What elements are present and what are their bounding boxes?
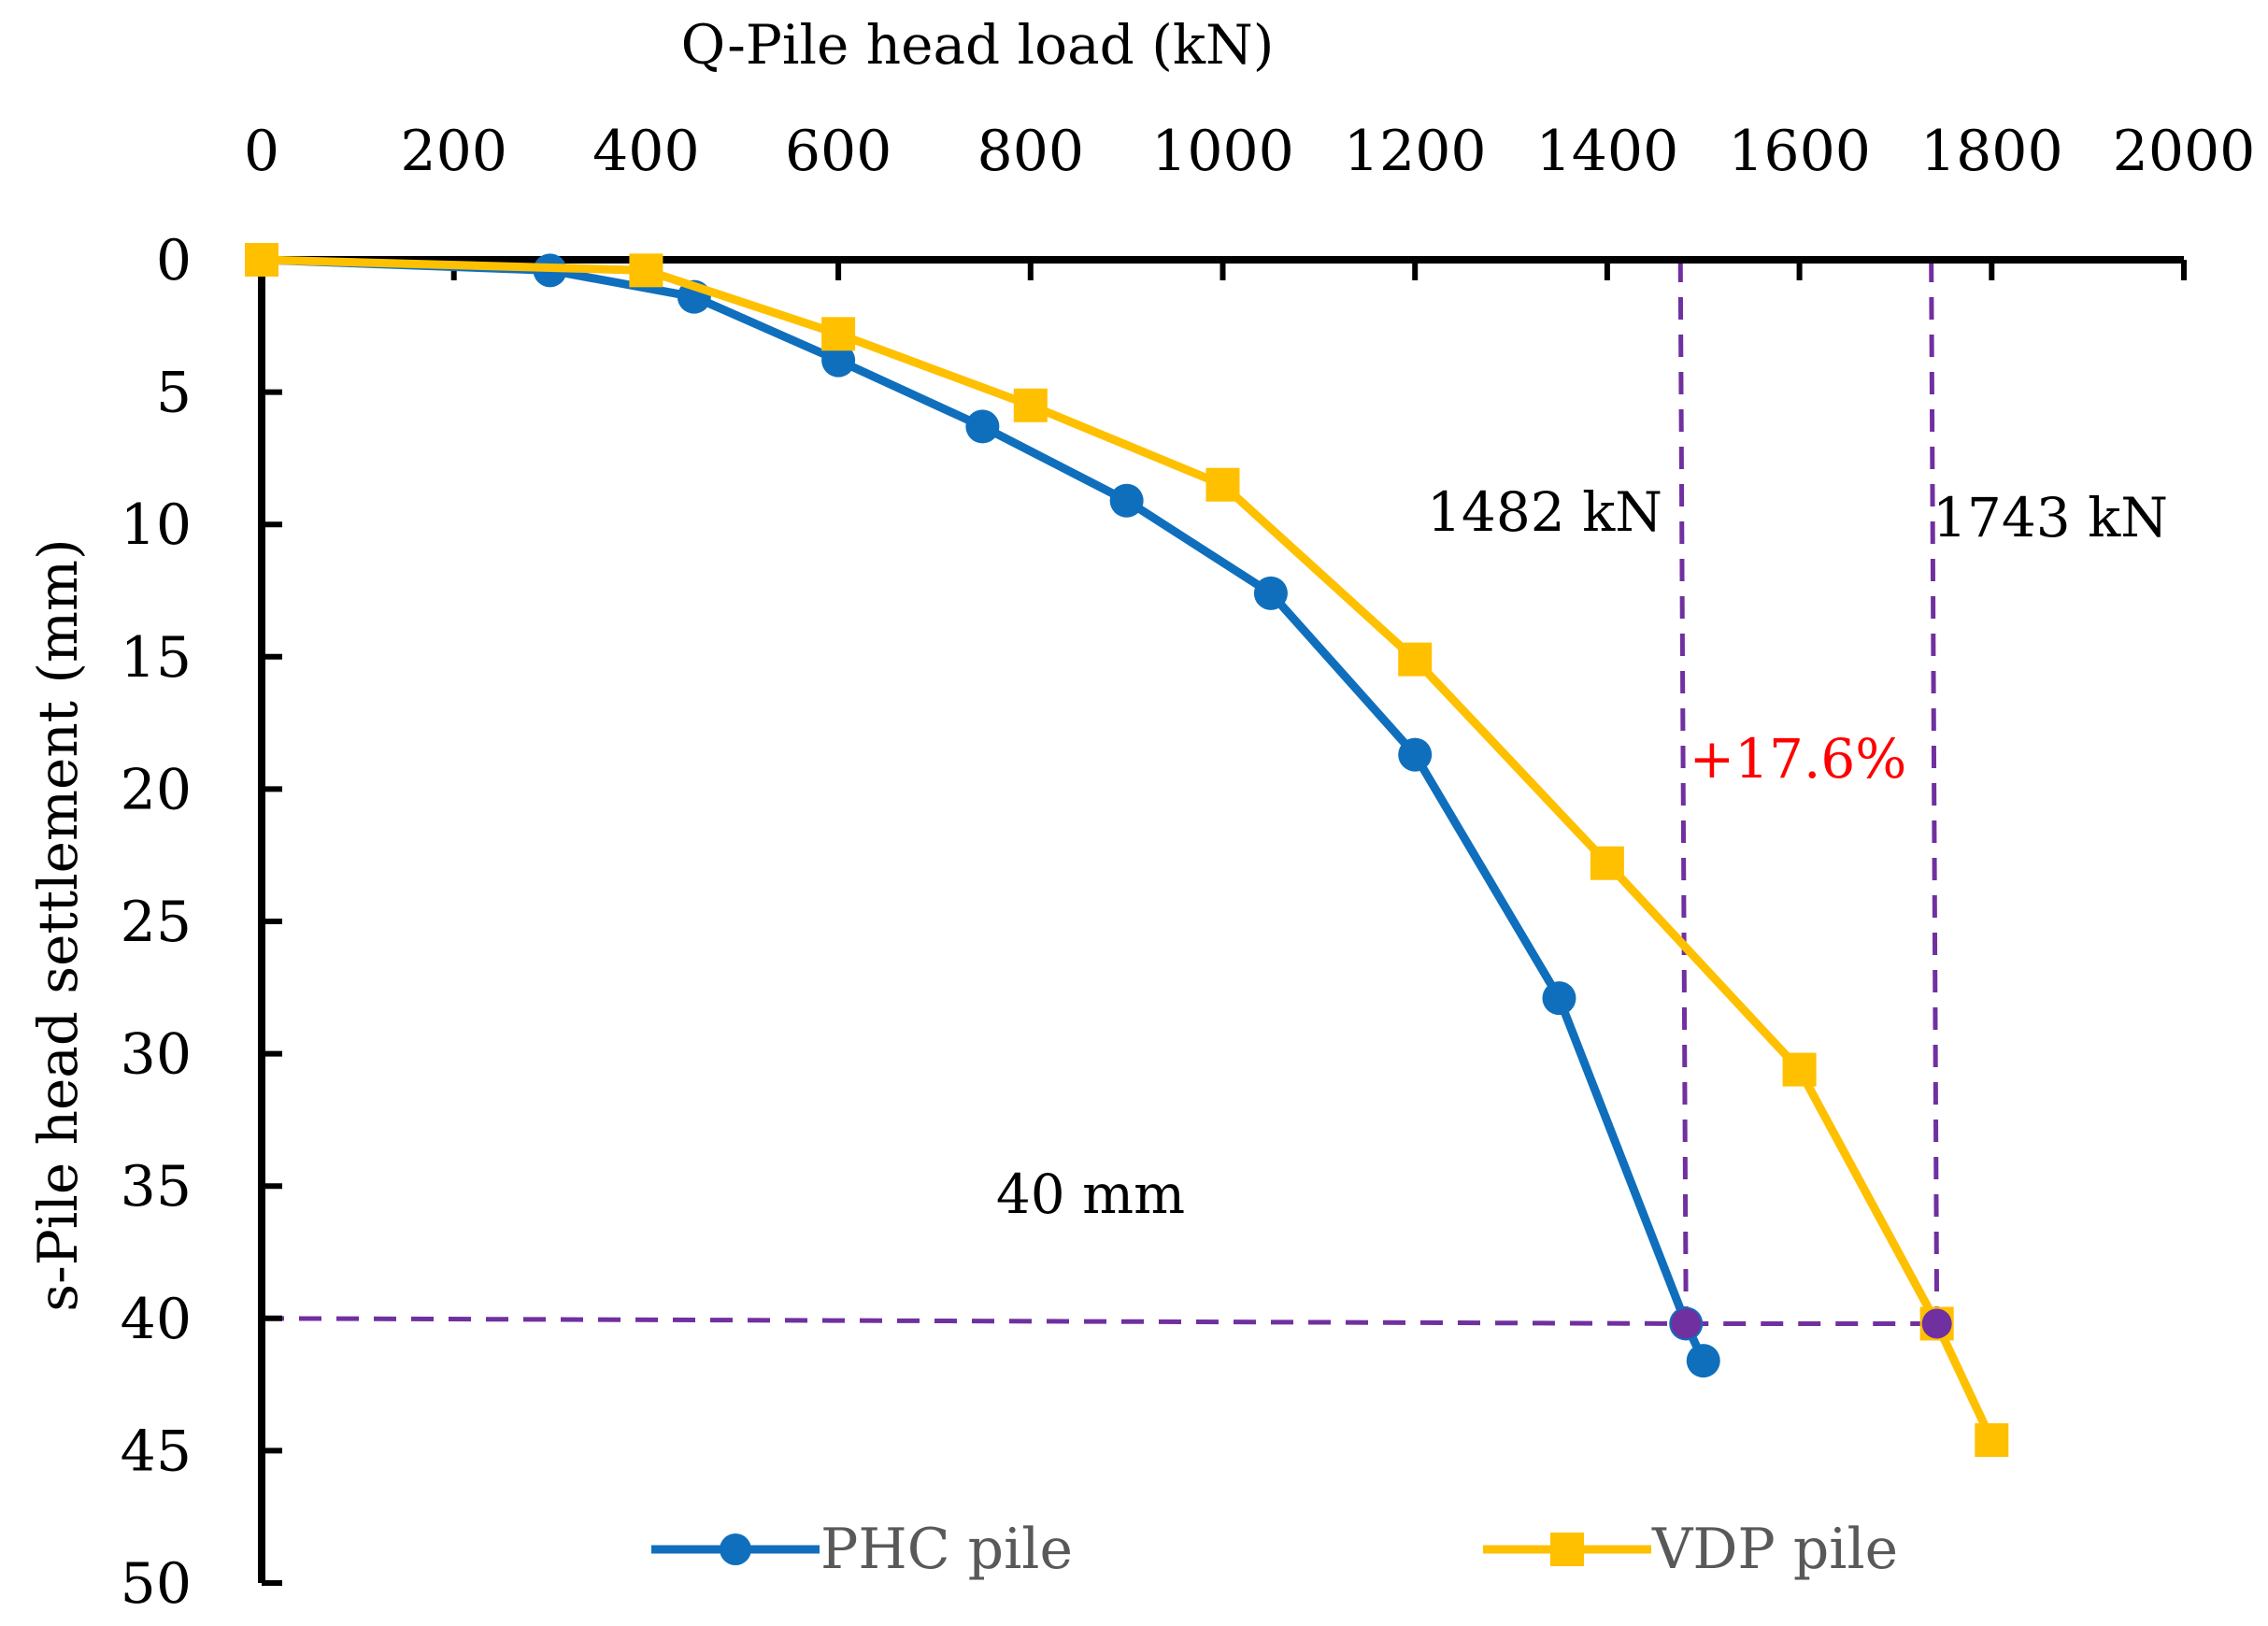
data-point [821, 343, 856, 378]
legend: PHC pile VDP pile [651, 1517, 1898, 1582]
y-tick-label: 45 [121, 1419, 192, 1484]
x-tick-label: 800 [977, 119, 1085, 184]
y-tick-label: 10 [121, 492, 192, 558]
x-tick-label: 1800 [1920, 119, 2063, 184]
data-point [245, 243, 278, 277]
x-tick-label: 1600 [1728, 119, 1871, 184]
annotations: 1482 kN 1743 kN +17.6% 40 mm [996, 480, 2168, 1226]
data-point [1013, 388, 1048, 422]
intersection-marker [1671, 1308, 1702, 1339]
x-tick-label: 1200 [1344, 119, 1487, 184]
legend-phc-marker [720, 1533, 751, 1565]
annotation-percent-increase: +17.6% [1690, 727, 1907, 791]
series-line [261, 255, 1996, 1442]
series-vdp [245, 243, 2009, 1458]
y-axis-title: s-Pile head settlement (mm) [26, 538, 90, 1311]
reference-line-1482kn [1677, 259, 1689, 1324]
y-tick-label: 5 [156, 361, 192, 426]
reference-line-1743kn [1929, 259, 1940, 1324]
reference-line-40mm-left [261, 1316, 1687, 1326]
y-tick-label: 20 [121, 757, 192, 822]
data-point [629, 253, 663, 288]
x-tick-label: 200 [400, 119, 507, 184]
data-point [1398, 642, 1433, 677]
x-tick-label: 2000 [2113, 119, 2256, 184]
x-axis-ticks: 0 200 400 600 800 1000 1200 1400 1600 1800 2000 [244, 119, 2255, 280]
data-point [1542, 981, 1576, 1016]
y-tick-label: 15 [121, 625, 192, 691]
x-tick-label: 600 [785, 119, 892, 184]
data-point [821, 317, 856, 351]
intersection-marker [1921, 1308, 1952, 1339]
data-point [1590, 846, 1624, 880]
data-point [1205, 467, 1240, 502]
data-point [1398, 737, 1433, 772]
y-tick-label: 40 [121, 1287, 192, 1352]
x-tick-label: 1400 [1536, 119, 1679, 184]
annotation-40mm: 40 mm [996, 1162, 1185, 1226]
data-point [1109, 483, 1144, 518]
x-tick-label: 0 [244, 119, 279, 184]
series-layer [245, 243, 2009, 1458]
annotation-1482kn: 1482 kN [1427, 480, 1662, 544]
y-tick-label: 35 [121, 1154, 192, 1220]
data-point [965, 409, 1000, 444]
x-tick-label: 400 [592, 119, 700, 184]
y-tick-label: 25 [121, 890, 192, 955]
y-axis-ticks: 0 5 10 15 20 25 30 35 40 45 50 [121, 228, 282, 1617]
data-point [1253, 576, 1288, 610]
series-phc [245, 243, 1720, 1378]
data-point [1975, 1423, 2009, 1458]
axes: 0 200 400 600 800 1000 1200 1400 1600 1800 2000 0 5… [121, 119, 2256, 1617]
x-tick-label: 1000 [1151, 119, 1294, 184]
reference-lines [261, 259, 1940, 1326]
legend-vdp-label: VDP pile [1651, 1517, 1898, 1582]
y-tick-label: 30 [121, 1022, 192, 1088]
legend-phc-label: PHC pile [820, 1517, 1073, 1582]
x-axis-title: Q-Pile head load (kN) [681, 13, 1275, 77]
annotation-1743kn: 1743 kN [1933, 486, 2168, 549]
legend-vdp-marker [1550, 1533, 1584, 1566]
y-tick-label: 50 [121, 1551, 192, 1617]
data-point [1782, 1052, 1817, 1087]
data-point [1686, 1344, 1720, 1378]
y-tick-label: 0 [156, 228, 192, 293]
